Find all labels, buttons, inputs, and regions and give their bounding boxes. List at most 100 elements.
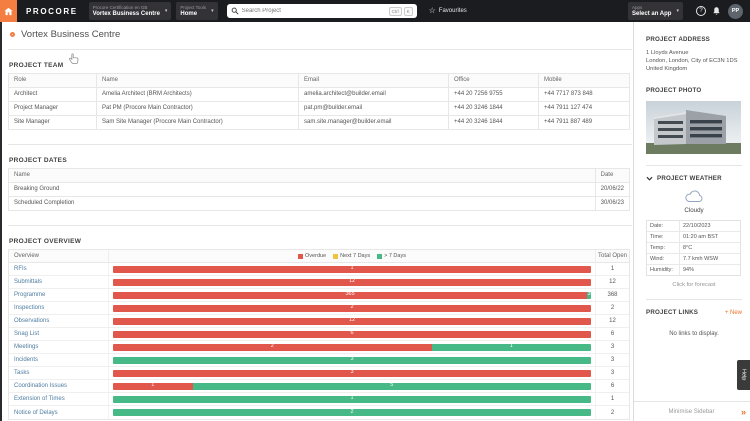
- dates-table: Name Date Breaking Ground 20/06/22 Sched…: [8, 168, 631, 211]
- overview-row: Notice of Delays 2 2: [9, 406, 629, 419]
- bar-segment-beyond7: 3: [113, 356, 591, 364]
- weather-value: 94%: [683, 267, 695, 273]
- overview-total-value: 3: [595, 341, 629, 353]
- legend-label: Overdue: [305, 253, 327, 259]
- bar-segment-overdue: 12: [113, 317, 591, 325]
- add-link-button[interactable]: + New: [724, 309, 742, 316]
- legend-swatch: [333, 253, 339, 259]
- overview-row: Observations 12 12: [9, 315, 629, 328]
- overview-category-link[interactable]: Notice of Delays: [9, 406, 109, 419]
- overview-category-link[interactable]: Inspections: [9, 302, 109, 314]
- overview-row: Submittals 12 12: [9, 276, 629, 289]
- home-button[interactable]: [0, 0, 17, 22]
- overview-category-link[interactable]: Submittals: [9, 276, 109, 288]
- project-picker-dropdown[interactable]: Procore Certification en GB Vortex Busin…: [88, 2, 172, 20]
- bar-segment-overdue: 6: [113, 330, 591, 338]
- section-divider: [8, 144, 632, 145]
- dates-date-cell: 20/06/22: [594, 182, 631, 197]
- stacked-bar: 1: [113, 265, 591, 273]
- team-email-cell: sam.site.manager@builder.email: [298, 115, 449, 130]
- weather-label: Humidity:: [647, 265, 680, 275]
- team-role-cell: Project Manager: [8, 101, 97, 116]
- stacked-bar: 12: [113, 317, 591, 325]
- overview-bar-cell: 2: [109, 302, 595, 314]
- dates-row: Scheduled Completion 30/06/23: [8, 196, 631, 211]
- weather-label: Temp:: [647, 243, 680, 253]
- chevron-down-icon: ▾: [211, 8, 214, 14]
- bar-segment-beyond7: 5: [192, 382, 591, 390]
- dates-col-date: Date: [594, 168, 631, 183]
- team-col-mobile: Mobile: [538, 73, 630, 88]
- chevron-down-icon: ▾: [676, 8, 679, 14]
- overview-legend: Overdue Next 7 Days > 7 Days: [298, 253, 406, 259]
- search-input[interactable]: [241, 8, 387, 14]
- overview-category-link[interactable]: Observations: [9, 315, 109, 327]
- overview-col-total: Total Open: [595, 250, 629, 262]
- forecast-link[interactable]: Click for forecast: [672, 282, 716, 288]
- overview-category-link[interactable]: Incidents: [9, 354, 109, 366]
- weather-collapse-toggle[interactable]: PROJECT WEATHER: [646, 175, 742, 182]
- legend-item-overdue: Overdue: [298, 253, 326, 259]
- overview-total-value: 3: [595, 354, 629, 366]
- home-icon: [4, 7, 13, 15]
- project-picker-value: Vortex Business Centre: [92, 10, 160, 17]
- double-chevron-icon[interactable]: »: [740, 406, 746, 417]
- overview-category-link[interactable]: Tasks: [9, 367, 109, 379]
- notifications-bell-button[interactable]: [712, 6, 721, 16]
- team-col-name: Name: [96, 73, 299, 88]
- bar-segment-overdue: 1: [113, 265, 591, 273]
- section-divider: [8, 225, 632, 226]
- team-office-cell: +44 20 3246 1844: [448, 101, 539, 116]
- overview-category-link[interactable]: Meetings: [9, 341, 109, 353]
- legend-item-next7: Next 7 Days: [333, 253, 370, 259]
- bar-segment-overdue: 365: [113, 291, 588, 299]
- overview-row: RFIs 1 1: [9, 263, 629, 276]
- star-icon: ☆: [428, 6, 436, 15]
- team-row: Site Manager Sam Site Manager (Procore M…: [8, 115, 630, 130]
- stacked-bar: 3: [113, 356, 591, 364]
- help-icon[interactable]: ?: [696, 6, 706, 16]
- team-office-cell: +44 20 3246 1844: [448, 115, 539, 130]
- search-bar[interactable]: Ctrl K: [226, 4, 417, 18]
- avatar[interactable]: PP: [728, 3, 743, 19]
- overview-chart: Overview Overdue Next 7 Days > 7 Days Tota…: [8, 249, 630, 420]
- search-icon: [231, 7, 239, 15]
- weather-label: Wind:: [647, 254, 680, 264]
- overview-category-link[interactable]: Coordination Issues: [9, 380, 109, 392]
- address-line: London, London, City of EC3N 1DS: [646, 58, 738, 64]
- overview-category-link[interactable]: Snag List: [9, 328, 109, 340]
- overview-row: Incidents 3 3: [9, 354, 629, 367]
- bar-segment-beyond7: 3: [587, 291, 591, 299]
- overview-total-value: 1: [595, 263, 629, 275]
- links-empty-text: No links to display.: [669, 331, 719, 337]
- team-mobile-cell: +44 7911 127 474: [538, 101, 630, 116]
- team-row: Project Manager Pat PM (Procore Main Con…: [8, 101, 630, 116]
- overview-row: Inspections 2 2: [9, 302, 629, 315]
- tool-picker-dropdown[interactable]: Project Tools Home ▾: [176, 2, 218, 20]
- team-email-cell: amelia.architect@builder.email: [298, 87, 449, 102]
- overview-category-link[interactable]: Extension of Times: [9, 393, 109, 405]
- apps-picker-dropdown[interactable]: Apps Select an App ▾: [628, 2, 683, 20]
- address-heading: PROJECT ADDRESS: [646, 36, 710, 43]
- team-col-office: Office: [448, 73, 539, 88]
- favourites-button[interactable]: ☆ Favourites: [429, 7, 467, 15]
- project-photo[interactable]: [646, 101, 741, 154]
- overview-category-link[interactable]: RFIs: [9, 263, 109, 275]
- minimise-sidebar-button[interactable]: Minimise Sidebar: [668, 408, 715, 415]
- stacked-bar: 1: [113, 395, 591, 403]
- overview-bar-cell: 1: [109, 263, 595, 275]
- help-tab[interactable]: Help: [737, 360, 750, 390]
- legend-swatch: [377, 253, 383, 259]
- overview-total-value: 12: [595, 315, 629, 327]
- bar-segment-overdue: 3: [113, 369, 591, 377]
- overview-total-value: 368: [595, 289, 629, 301]
- stacked-bar: 2: [113, 409, 591, 416]
- overview-category-link[interactable]: Programme: [9, 289, 109, 301]
- bar-segment-beyond7: 1: [113, 395, 591, 403]
- team-mobile-cell: +44 7911 887 489: [538, 115, 630, 130]
- team-mobile-cell: +44 7717 873 848: [538, 87, 630, 102]
- overview-row: Snag List 6 6: [9, 328, 629, 341]
- bell-icon: [713, 7, 720, 15]
- page-title-row: Vortex Business Centre: [8, 22, 632, 50]
